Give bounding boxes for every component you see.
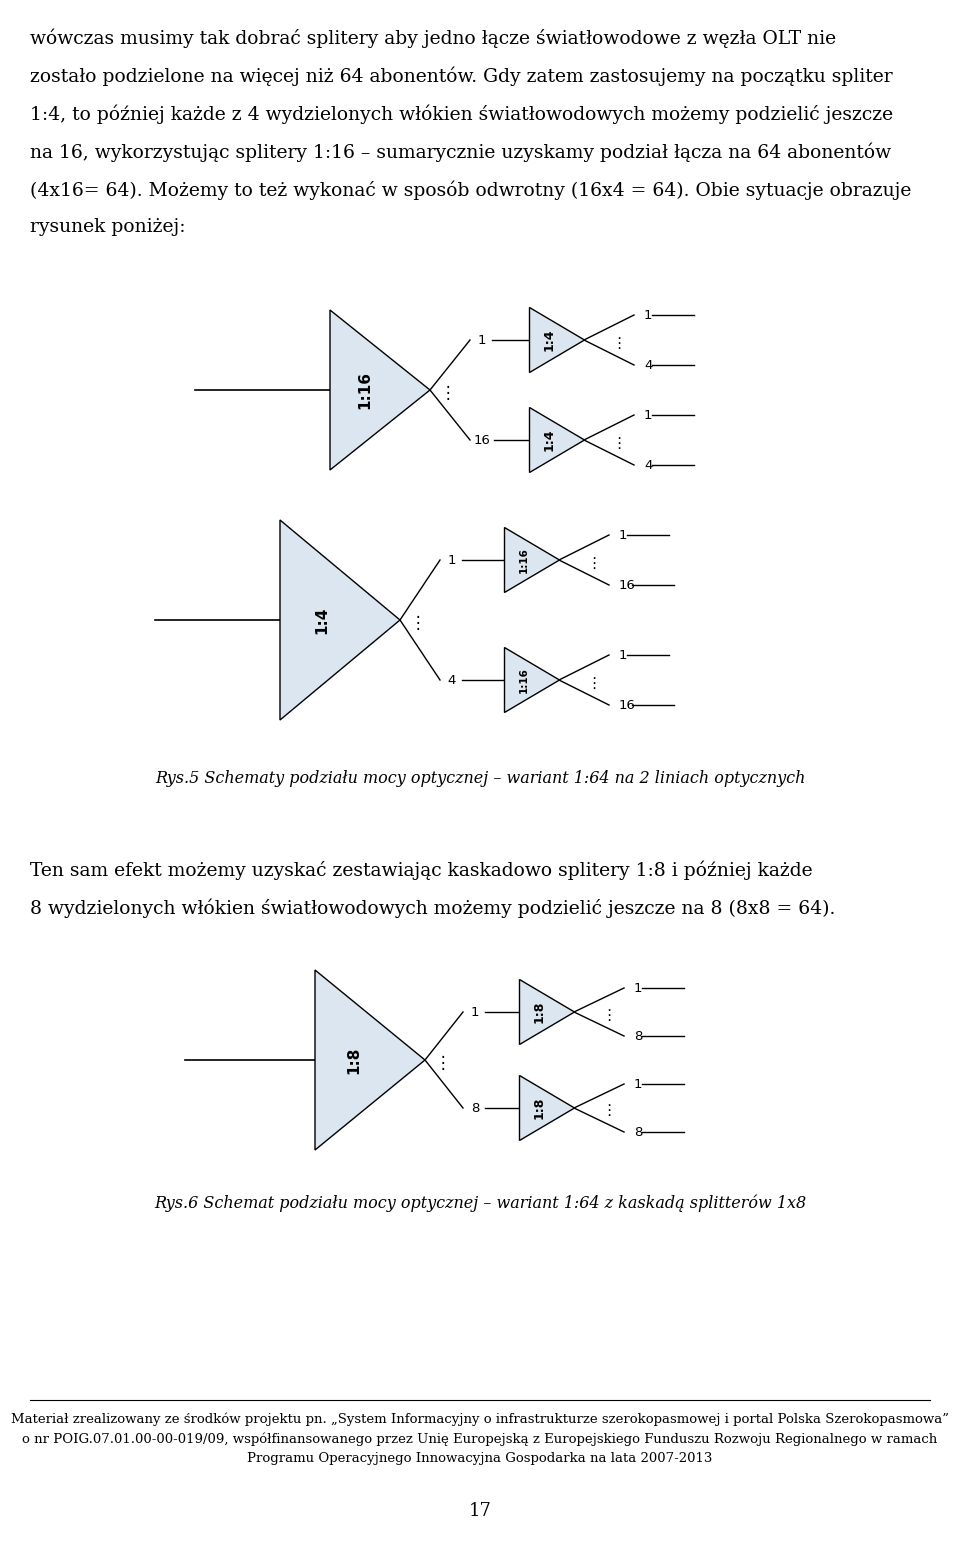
Polygon shape: [530, 308, 585, 373]
Text: 8: 8: [634, 1029, 642, 1043]
Text: 4: 4: [644, 359, 653, 371]
Text: zostało podzielone na więcej niż 64 abonentów. Gdy zatem zastosujemy na początku: zostało podzielone na więcej niż 64 abon…: [30, 66, 893, 85]
Text: 1:4: 1:4: [315, 606, 329, 633]
Text: (4x16= 64). Możemy to też wykonać w sposób odwrotny (16x4 = 64). Obie sytuacje o: (4x16= 64). Możemy to też wykonać w spos…: [30, 180, 911, 199]
Text: 1:16: 1:16: [357, 371, 372, 408]
Text: 1: 1: [470, 1005, 479, 1019]
Text: 1:16: 1:16: [518, 547, 529, 573]
Polygon shape: [280, 519, 400, 720]
Text: Materiał zrealizowany ze środków projektu pn. „System Informacyjny o infrastrukt: Materiał zrealizowany ze środków projekt…: [11, 1412, 949, 1425]
Text: 1: 1: [644, 408, 653, 422]
Text: 8: 8: [470, 1102, 479, 1114]
Text: ⋮: ⋮: [587, 675, 602, 690]
Text: 16: 16: [619, 578, 636, 592]
Text: 1:4, to później każde z 4 wydzielonych włókien światłowodowych możemy podzielić : 1:4, to później każde z 4 wydzielonych w…: [30, 103, 893, 123]
Text: ⋮: ⋮: [601, 1103, 616, 1119]
Polygon shape: [519, 1076, 574, 1140]
Text: ⋮: ⋮: [587, 555, 602, 570]
Text: 1: 1: [619, 649, 628, 661]
Text: Programu Operacyjnego Innowacyjna Gospodarka na lata 2007-2013: Programu Operacyjnego Innowacyjna Gospod…: [248, 1452, 712, 1465]
Text: na 16, wykorzystując splitery 1:16 – sumarycznie uzyskamy podział łącza na 64 ab: na 16, wykorzystując splitery 1:16 – sum…: [30, 142, 891, 162]
Text: 1:4: 1:4: [542, 328, 555, 351]
Text: ⋮: ⋮: [410, 613, 426, 632]
Text: Ten sam efekt możemy uzyskać zestawiając kaskadowo splitery 1:8 i później każde: Ten sam efekt możemy uzyskać zestawiając…: [30, 860, 812, 880]
Polygon shape: [505, 647, 560, 712]
Polygon shape: [315, 969, 425, 1150]
Polygon shape: [505, 527, 560, 592]
Text: Rys.6 Schemat podziału mocy optycznej – wariant 1:64 z kaskadą splitterów 1x8: Rys.6 Schemat podziału mocy optycznej – …: [154, 1194, 806, 1213]
Text: 8: 8: [634, 1125, 642, 1139]
Text: 16: 16: [619, 698, 636, 712]
Text: ⋮: ⋮: [612, 436, 627, 450]
Text: 8 wydzielonych włókien światłowodowych możemy podzielić jeszcze na 8 (8x8 = 64).: 8 wydzielonych włókien światłowodowych m…: [30, 898, 835, 917]
Text: 4: 4: [447, 673, 456, 686]
Text: Rys.5 Schematy podziału mocy optycznej – wariant 1:64 na 2 liniach optycznych: Rys.5 Schematy podziału mocy optycznej –…: [155, 770, 805, 787]
Text: ⋮: ⋮: [601, 1008, 616, 1023]
Text: 1: 1: [634, 1077, 642, 1091]
Text: 1:8: 1:8: [532, 1097, 545, 1119]
Polygon shape: [519, 980, 574, 1045]
Polygon shape: [330, 310, 430, 470]
Text: ⋮: ⋮: [435, 1054, 451, 1073]
Text: 1: 1: [447, 553, 456, 567]
Text: rysunek poniżej:: rysunek poniżej:: [30, 217, 185, 236]
Text: wówczas musimy tak dobrać splitery aby jedno łącze światłowodowe z węzła OLT nie: wówczas musimy tak dobrać splitery aby j…: [30, 28, 836, 48]
Text: 17: 17: [468, 1502, 492, 1519]
Text: 16: 16: [473, 433, 491, 447]
Text: 1: 1: [619, 529, 628, 541]
Text: 1: 1: [634, 982, 642, 994]
Text: ⋮: ⋮: [612, 336, 627, 350]
Text: o nr POIG.07.01.00-00-019/09, współfinansowanego przez Unię Europejską z Europej: o nr POIG.07.01.00-00-019/09, współfinan…: [22, 1432, 938, 1445]
Text: 1: 1: [644, 308, 653, 322]
Text: 1:4: 1:4: [542, 428, 555, 452]
Text: 4: 4: [644, 459, 653, 472]
Text: 1:8: 1:8: [346, 1046, 361, 1074]
Polygon shape: [530, 407, 585, 473]
Text: 1:16: 1:16: [518, 667, 529, 693]
Text: 1: 1: [478, 333, 487, 347]
Text: ⋮: ⋮: [440, 384, 456, 402]
Text: 1:8: 1:8: [532, 1000, 545, 1023]
